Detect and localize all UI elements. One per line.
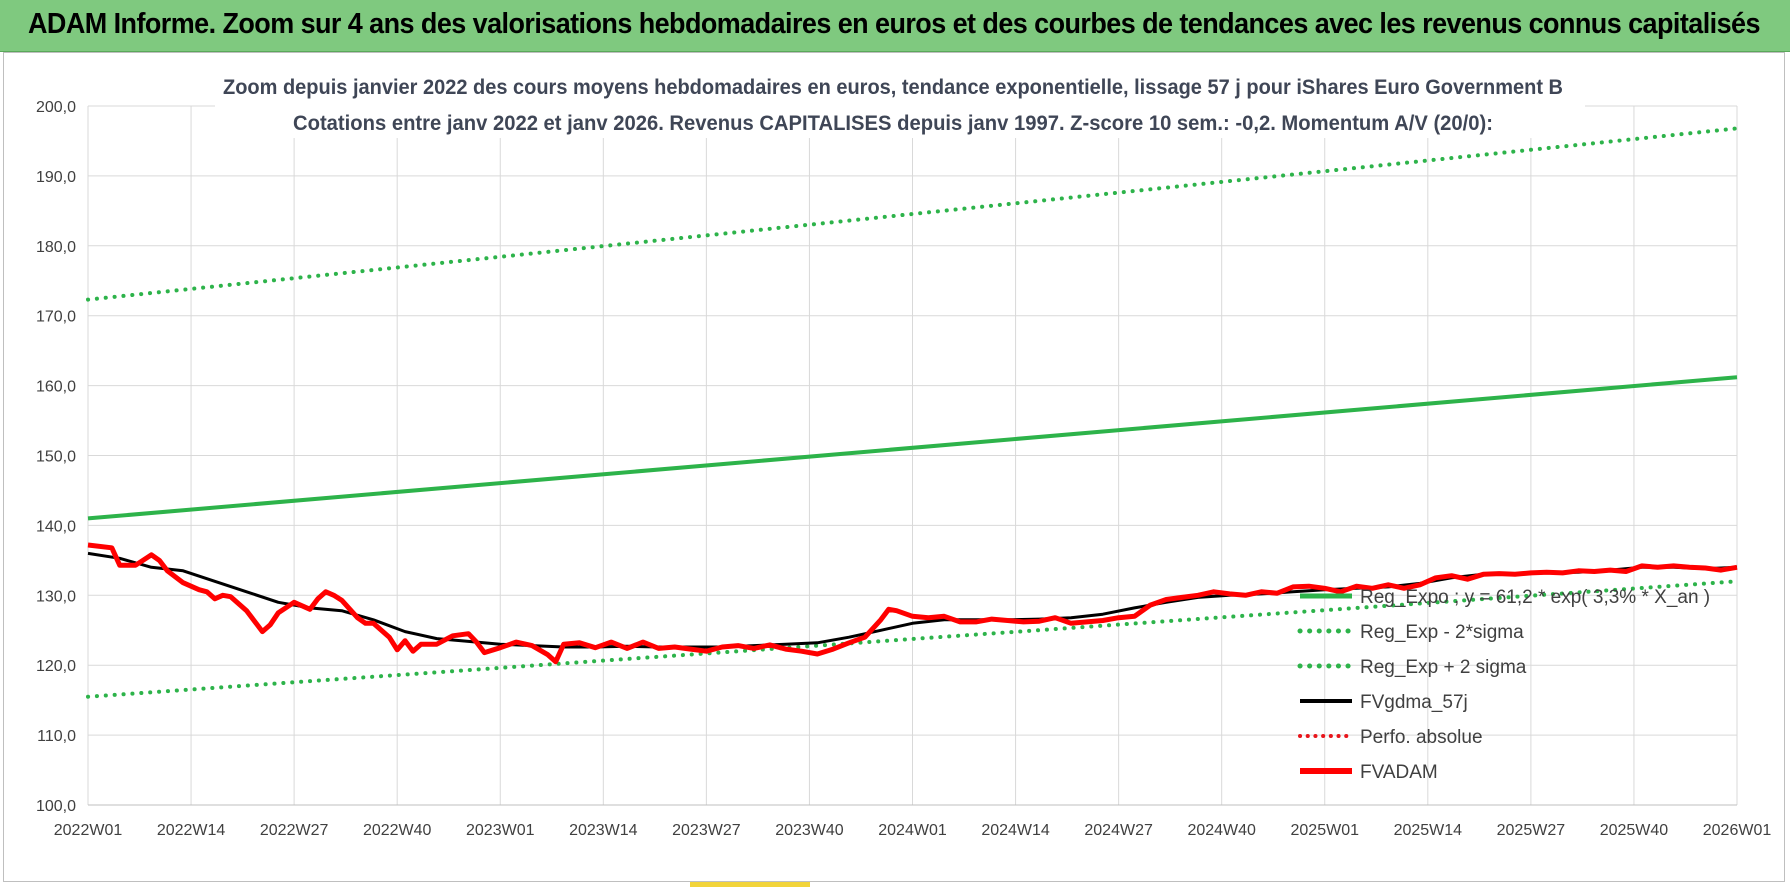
x-tick-label: 2022W14 [157,822,226,839]
y-tick-label: 170,0 [36,309,76,326]
legend-label-2: Reg_Exp + 2 sigma [1360,657,1527,678]
legend-label-1: Reg_Exp - 2*sigma [1360,622,1524,643]
x-tick-label: 2025W01 [1291,822,1360,839]
y-tick-label: 190,0 [36,169,76,186]
report-title: ADAM Informe. Zoom sur 4 ans des valoris… [28,8,1760,40]
x-tick-label: 2022W40 [363,822,432,839]
series-line-0 [87,375,1738,521]
x-tick-label: 2022W27 [260,822,329,839]
series-line-2 [86,126,1739,302]
chart-area [3,52,1785,882]
x-tick-label: 2026W01 [1703,822,1772,839]
x-tick-label: 2023W01 [466,822,535,839]
x-tick-label: 2024W14 [981,822,1050,839]
x-tick-label: 2024W27 [1084,822,1153,839]
chart-title-line1: Zoom depuis janvier 2022 des cours moyen… [223,76,1563,99]
legend-label-5: FVADAM [1360,762,1438,783]
x-tick-label: 2024W40 [1187,822,1256,839]
y-tick-label: 180,0 [36,239,76,256]
legend: Reg_Expo ; y = 61,2 * exp( 3,3% * X_an )… [1297,587,1710,783]
series-group [86,126,1739,699]
x-tick-label: 2024W01 [878,822,947,839]
report-banner: ADAM Informe. Zoom sur 4 ans des valoris… [0,0,1790,52]
x-tick-label: 2025W14 [1394,822,1463,839]
legend-label-4: Perfo. absolue [1360,727,1483,748]
y-tick-label: 130,0 [36,588,76,605]
x-tick-label: 2025W40 [1600,822,1669,839]
x-tick-label: 2023W27 [672,822,741,839]
x-tick-label: 2023W14 [569,822,638,839]
chart-title-line2: Cotations entre janv 2022 et janv 2026. … [293,112,1493,135]
y-tick-label: 100,0 [36,798,76,815]
x-tick-label: 2025W27 [1497,822,1566,839]
y-tick-label: 140,0 [36,518,76,535]
y-tick-label: 110,0 [37,728,76,745]
x-tick-label: 2022W01 [54,822,123,839]
scroll-marker [690,882,810,887]
y-tick-label: 120,0 [36,658,76,675]
x-tick-label: 2023W40 [775,822,844,839]
y-tick-label: 200,0 [36,99,76,116]
legend-label-3: FVgdma_57j [1360,692,1468,713]
grid [87,105,1738,806]
x-axis: 2022W01 2022W14 2022W27 2022W40 2023W01 2023W… [54,804,1772,839]
chart-titles: Zoom depuis janvier 2022 des cours moyen… [215,68,1585,138]
y-axis: 100,0 110,0 120,0 130,0 140,0 150,0 160,0 170,0… [36,99,89,815]
series-line-1 [86,579,1739,699]
series-line-5 [87,542,1738,665]
y-tick-label: 150,0 [36,449,76,466]
y-tick-label: 160,0 [36,379,76,396]
legend-label-0: Reg_Expo ; y = 61,2 * exp( 3,3% * X_an ) [1360,587,1710,608]
